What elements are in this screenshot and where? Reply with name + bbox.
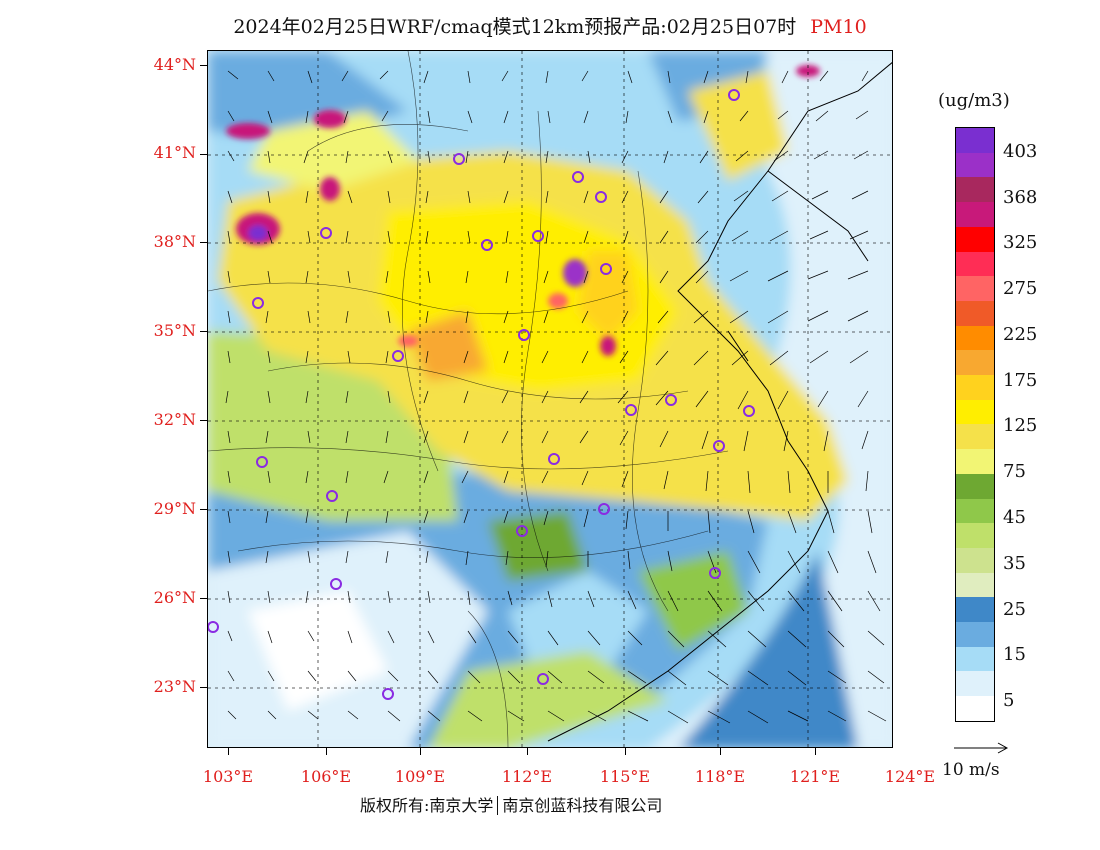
colorbar-swatch [956, 399, 994, 425]
concentration-field [208, 51, 892, 747]
lat-tick [200, 331, 207, 332]
colorbar-label: 403 [1003, 141, 1038, 162]
colorbar-swatch [956, 251, 994, 277]
colorbar-swatch [956, 547, 994, 573]
colorbar-swatch [956, 523, 994, 548]
vector-scale-label: 10 m/s [942, 760, 1000, 780]
lon-label-109: 109°E [394, 767, 446, 786]
colorbar-label: 25 [1003, 599, 1026, 620]
wind-vectors [225, 70, 887, 724]
colorbar-swatch [956, 498, 994, 524]
city-markers [208, 89, 755, 700]
colorbar-swatch [956, 226, 994, 252]
lat-label-29: 29°N [153, 499, 196, 518]
lon-label-121: 121°E [789, 767, 841, 786]
colorbar-swatch [956, 449, 994, 474]
lat-label-26: 26°N [153, 588, 196, 607]
colorbar-swatch [956, 325, 994, 351]
colorbar-swatch [956, 424, 994, 450]
lat-tick [200, 65, 207, 66]
colorbar-swatch [956, 572, 994, 598]
colorbar-swatch [956, 597, 994, 623]
vector-scale-arrow [954, 742, 1009, 754]
colorbar-label: 5 [1003, 690, 1015, 711]
pollutant-label: PM10 [810, 16, 867, 38]
provincial-borders [208, 51, 729, 747]
colorbar-label: 15 [1003, 644, 1026, 665]
colorbar-swatch [956, 473, 994, 499]
lon-label-103: 103°E [202, 767, 254, 786]
lat-tick [200, 687, 207, 688]
colorbar-swatch [956, 696, 994, 721]
lat-tick [200, 420, 207, 421]
lat-label-32: 32°N [153, 410, 196, 429]
lon-label-124: 124°E [884, 767, 936, 786]
lon-tick [625, 748, 626, 755]
colorbar-label: 325 [1003, 232, 1038, 253]
lon-label-106: 106°E [300, 767, 352, 786]
copyright-company: 南京创蓝科技有限公司 [497, 796, 663, 815]
lat-tick [200, 598, 207, 599]
colorbar-label: 35 [1003, 553, 1026, 574]
colorbar-unit: (ug/m3) [938, 90, 1010, 111]
colorbar-swatch [956, 276, 994, 301]
lat-label-44: 44°N [153, 55, 196, 74]
colorbar-swatch [956, 300, 994, 326]
colorbar-swatch [956, 671, 994, 697]
coastline [547, 62, 892, 742]
lat-tick [200, 242, 207, 243]
colorbar-swatch [956, 177, 994, 203]
map-title: 2024年02月25日WRF/cmaq模式12km预报产品:02月25日07时 P… [0, 12, 1100, 39]
colorbar-swatch [956, 128, 994, 153]
colorbar-swatch [956, 646, 994, 672]
colorbar-label: 275 [1003, 278, 1038, 299]
title-text: 2024年02月25日WRF/cmaq模式12km预报产品:02月25日07时 [233, 16, 797, 38]
copyright-owner: 版权所有:南京大学 [360, 796, 494, 815]
colorbar-label: 125 [1003, 415, 1038, 436]
colorbar-label: 368 [1003, 187, 1038, 208]
lat-label-38: 38°N [153, 232, 196, 251]
colorbar-label: 225 [1003, 324, 1038, 345]
colorbar-swatch [956, 202, 994, 227]
lon-label-115: 115°E [599, 767, 651, 786]
forecast-map [207, 50, 893, 748]
lon-tick [420, 748, 421, 755]
colorbar-label: 45 [1003, 507, 1026, 528]
lon-tick [527, 748, 528, 755]
colorbar-swatch [956, 350, 994, 376]
colorbar-swatch [956, 152, 994, 178]
lon-label-118: 118°E [694, 767, 746, 786]
lon-tick [720, 748, 721, 755]
lat-label-23: 23°N [153, 677, 196, 696]
colorbar-swatch [956, 375, 994, 400]
lon-tick [326, 748, 327, 755]
lon-tick [228, 748, 229, 755]
lat-tick [200, 154, 207, 155]
colorbar-label: 175 [1003, 370, 1038, 391]
hotspots [226, 65, 820, 356]
grid-lines [208, 51, 892, 747]
lat-label-41: 41°N [153, 143, 196, 162]
lat-label-35: 35°N [153, 321, 196, 340]
lon-label-112: 112°E [501, 767, 553, 786]
colorbar [955, 127, 995, 722]
map-graphic [208, 51, 892, 747]
lon-tick [815, 748, 816, 755]
copyright-line: 版权所有:南京大学 南京创蓝科技有限公司 [360, 792, 666, 816]
colorbar-swatch [956, 622, 994, 647]
colorbar-label: 75 [1003, 461, 1026, 482]
lat-tick [200, 509, 207, 510]
